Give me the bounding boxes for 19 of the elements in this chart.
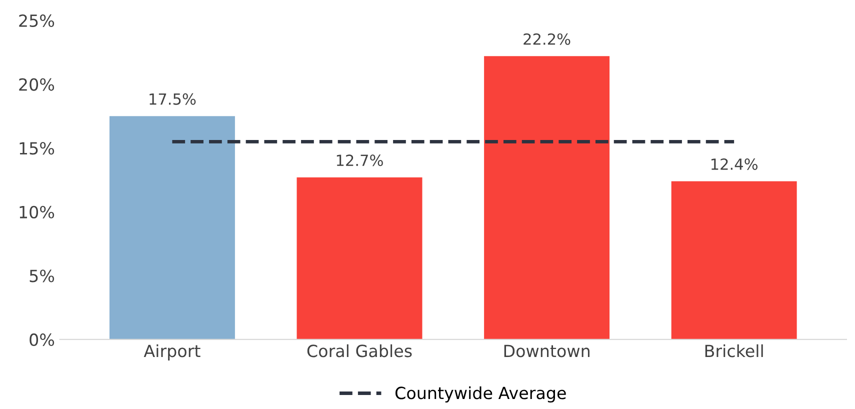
bar — [484, 56, 610, 340]
bar — [109, 116, 235, 340]
data-label: 22.2% — [524, 33, 570, 45]
legend-label: Countywide Average — [395, 386, 566, 402]
x-tick-label: Coral Gables — [307, 344, 412, 358]
y-tick-label: 20% — [19, 78, 54, 91]
bar — [296, 177, 422, 340]
x-tick-label: Brickell — [705, 344, 763, 358]
bar — [671, 181, 797, 340]
data-label: 17.5% — [150, 93, 196, 105]
y-tick-label: 10% — [20, 206, 54, 218]
x-tick-label: Downtown — [504, 344, 590, 358]
data-label: 12.4% — [711, 158, 758, 170]
y-tick-label: 5% — [30, 270, 54, 282]
x-tick-label: Airport — [144, 344, 200, 360]
y-tick-label: 15% — [20, 142, 54, 155]
data-label: 12.7% — [336, 154, 383, 166]
y-tick-label: 0% — [30, 333, 54, 346]
y-tick-label: 25% — [19, 14, 54, 28]
